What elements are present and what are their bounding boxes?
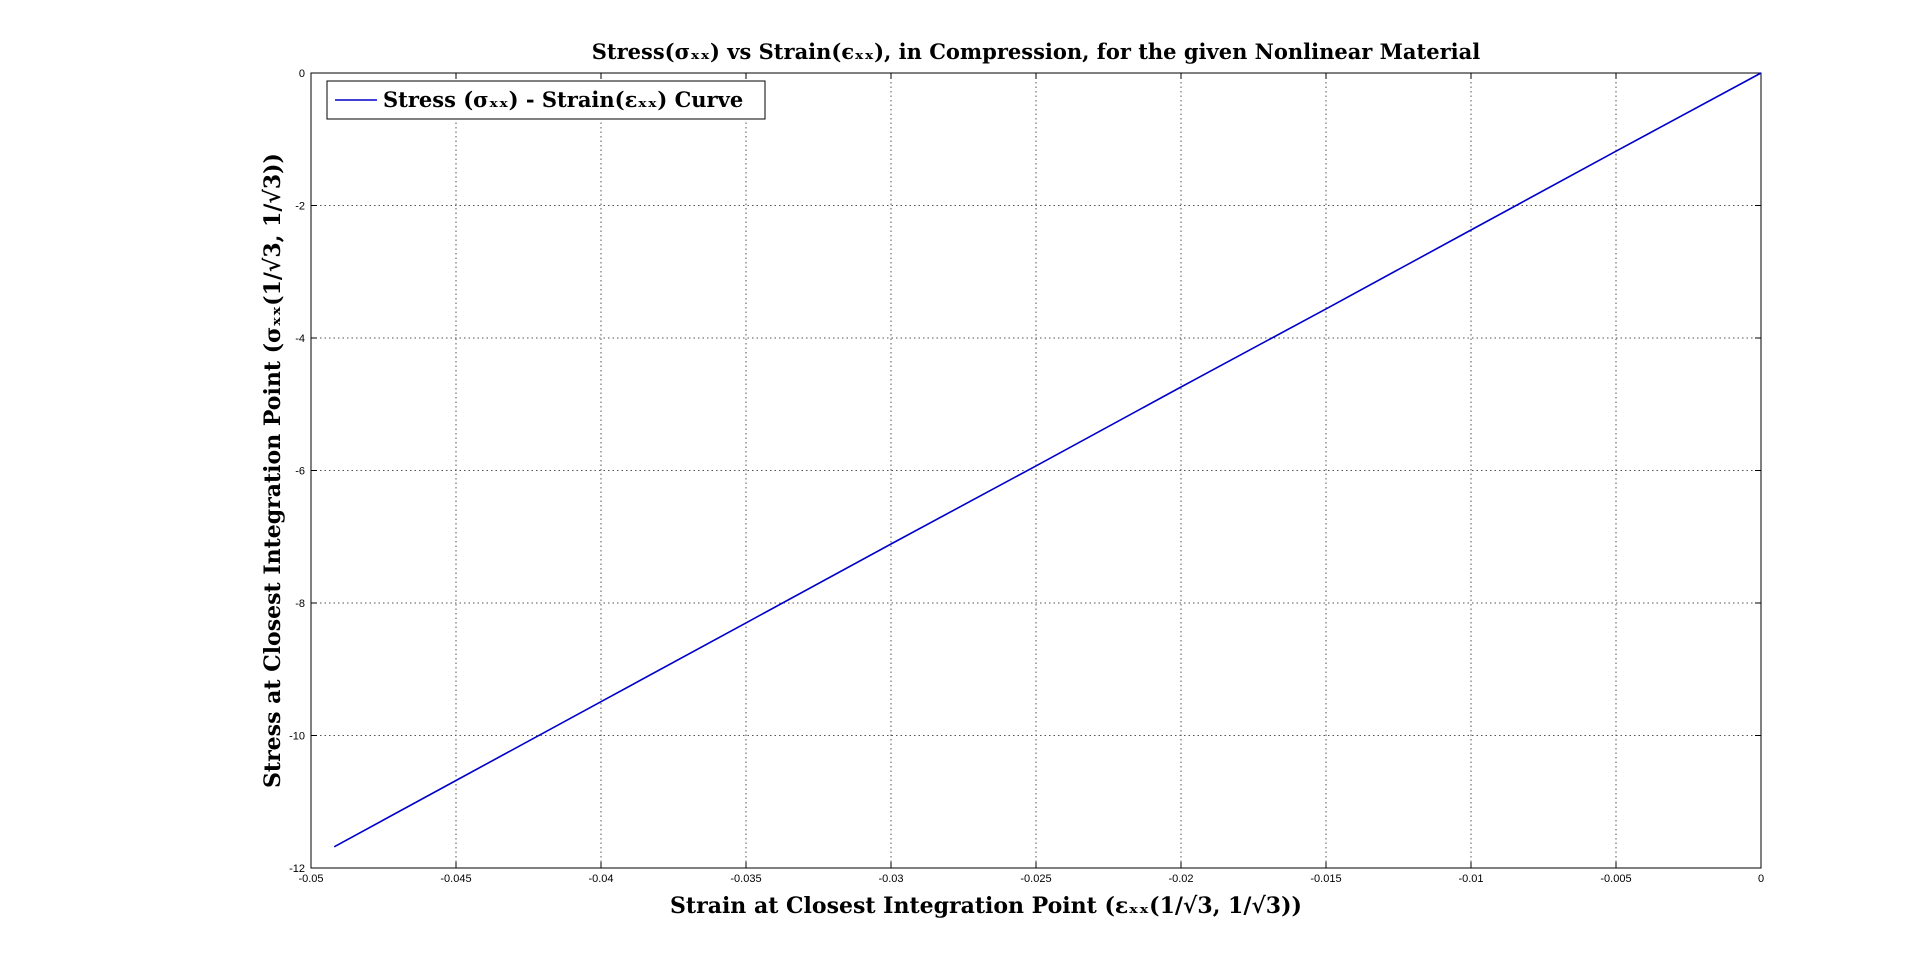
y-tick-label: -6 (295, 466, 305, 478)
y-tick-label: 0 (299, 68, 305, 80)
y-tick-label: -2 (295, 201, 305, 213)
chart-title: Stress(σₓₓ) vs Strain(ϵₓₓ), in Compressi… (592, 39, 1480, 64)
legend-label: Stress (σₓₓ) - Strain(εₓₓ) Curve (383, 87, 743, 112)
x-tick-label: -0.015 (1310, 873, 1341, 885)
legend-box (326, 80, 766, 120)
x-tick-label: -0.02 (1168, 873, 1193, 885)
y-tick-label: -10 (289, 731, 305, 743)
x-tick-label: -0.01 (1458, 873, 1483, 885)
y-tick-label: -4 (295, 333, 305, 345)
grid (311, 73, 1761, 868)
axis-ticks: -0.05 -0.045 -0.04 -0.035 -0.03 -0.025 -0.02 -0… (289, 68, 1764, 885)
x-tick-label: -0.03 (878, 873, 903, 885)
y-tick-label: -8 (295, 598, 305, 610)
x-tick-label: -0.025 (1020, 873, 1051, 885)
x-tick-label: -0.005 (1600, 873, 1631, 885)
legend: Stress (σₓₓ) - Strain(εₓₓ) Curve (326, 80, 766, 120)
x-tick-label: -0.04 (588, 873, 613, 885)
y-axis-label: Stress at Closest Integration Point (σₓₓ… (260, 153, 286, 788)
x-tick-label: 0 (1758, 873, 1764, 885)
x-tick-label: -0.045 (440, 873, 471, 885)
x-tick-label: -0.05 (298, 873, 323, 885)
series-group (333, 72, 1762, 848)
x-axis-label: Strain at Closest Integration Point (εₓₓ… (670, 893, 1302, 919)
y-tick-label: -12 (289, 863, 305, 875)
series-line (333, 72, 1762, 848)
x-tick-label: -0.035 (730, 873, 761, 885)
